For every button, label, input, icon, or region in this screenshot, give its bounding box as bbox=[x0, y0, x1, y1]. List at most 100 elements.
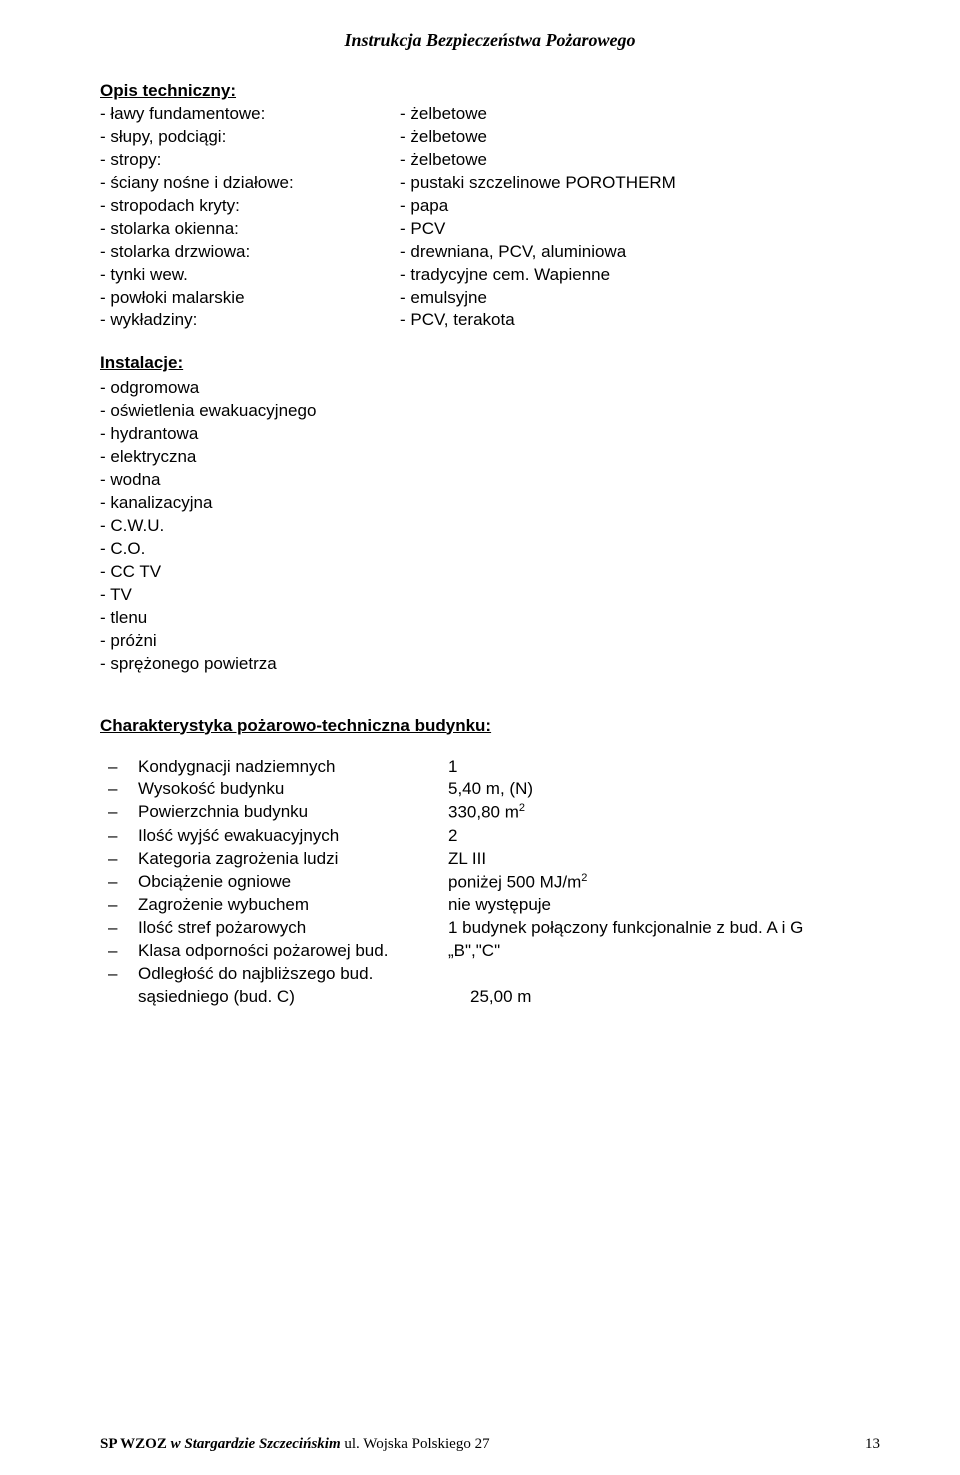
char-row-label: Zagrożenie wybuchem bbox=[138, 894, 448, 917]
char-row-label: Odległość do najbliższego bud. bbox=[138, 963, 448, 986]
char-row-dash: – bbox=[100, 756, 138, 779]
char-row-value: 330,80 m2 bbox=[448, 801, 880, 825]
char-row-dash: – bbox=[100, 801, 138, 825]
inst-item: - tlenu bbox=[100, 607, 880, 630]
inst-item: - sprężonego powietrza bbox=[100, 653, 880, 676]
char-row: –Obciążenie ognioweponiżej 500 MJ/m2 bbox=[100, 871, 880, 895]
char-row-label: Powierzchnia budynku bbox=[138, 801, 448, 825]
tech-row: - powłoki malarskie- emulsyjne bbox=[100, 287, 880, 310]
tech-row-left: - ściany nośne i działowe: bbox=[100, 172, 400, 195]
char-row-label: Obciążenie ogniowe bbox=[138, 871, 448, 895]
char-row-value: 2 bbox=[448, 825, 880, 848]
char-row-dash: – bbox=[100, 778, 138, 801]
inst-item: - C.W.U. bbox=[100, 515, 880, 538]
tech-row: - ławy fundamentowe:- żelbetowe bbox=[100, 103, 880, 126]
char-row: –Zagrożenie wybuchemnie występuje bbox=[100, 894, 880, 917]
char-row-dash: – bbox=[100, 894, 138, 917]
tech-row-right: - PCV bbox=[400, 218, 880, 241]
tech-row-right: - żelbetowe bbox=[400, 103, 880, 126]
tech-row: - ściany nośne i działowe:- pustaki szcz… bbox=[100, 172, 880, 195]
char-row-value: ZL III bbox=[448, 848, 880, 871]
footer-normal: ul. Wojska Polskiego 27 bbox=[341, 1436, 490, 1452]
char-row-value: 25,00 m bbox=[470, 986, 880, 1009]
inst-item: - C.O. bbox=[100, 538, 880, 561]
tech-row-left: - słupy, podciągi: bbox=[100, 126, 400, 149]
char-row-dash: – bbox=[100, 963, 138, 986]
tech-row: - stolarka drzwiowa:- drewniana, PCV, al… bbox=[100, 241, 880, 264]
char-row-label: Klasa odporności pożarowej bud. bbox=[138, 940, 448, 963]
char-row: –Odległość do najbliższego bud. bbox=[100, 963, 880, 986]
char-row-label: Kondygnacji nadziemnych bbox=[138, 756, 448, 779]
tech-row-left: - stolarka okienna: bbox=[100, 218, 400, 241]
char-row-value: 1 bbox=[448, 756, 880, 779]
char-row-dash: – bbox=[100, 825, 138, 848]
char-row-label: sąsiedniego (bud. C) bbox=[138, 986, 470, 1009]
char-row-label: Ilość stref pożarowych bbox=[138, 917, 448, 940]
page-header-title: Instrukcja Bezpieczeństwa Pożarowego bbox=[100, 30, 880, 51]
tech-row-left: - powłoki malarskie bbox=[100, 287, 400, 310]
tech-section-title: Opis techniczny: bbox=[100, 81, 880, 101]
tech-row-left: - wykładziny: bbox=[100, 309, 400, 332]
footer-left: SP WZOZ w Stargardzie Szczecińskim ul. W… bbox=[100, 1436, 490, 1453]
tech-row-right: - żelbetowe bbox=[400, 126, 880, 149]
char-row-value bbox=[448, 963, 880, 986]
tech-row-right: - PCV, terakota bbox=[400, 309, 880, 332]
tech-row-left: - ławy fundamentowe: bbox=[100, 103, 400, 126]
tech-row-right: - papa bbox=[400, 195, 880, 218]
tech-rows-container: - ławy fundamentowe:- żelbetowe- słupy, … bbox=[100, 103, 880, 332]
char-row-value: 1 budynek połączony funkcjonalnie z bud.… bbox=[448, 917, 880, 940]
tech-row: - tynki wew.- tradycyjne cem. Wapienne bbox=[100, 264, 880, 287]
tech-row: - wykładziny:- PCV, terakota bbox=[100, 309, 880, 332]
char-row-dash bbox=[100, 986, 138, 1009]
char-row-dash: – bbox=[100, 917, 138, 940]
footer-bold: SP WZOZ bbox=[100, 1436, 171, 1452]
inst-item: - CC TV bbox=[100, 561, 880, 584]
tech-row-right: - drewniana, PCV, aluminiowa bbox=[400, 241, 880, 264]
char-row-label: Kategoria zagrożenia ludzi bbox=[138, 848, 448, 871]
page-footer: SP WZOZ w Stargardzie Szczecińskim ul. W… bbox=[100, 1436, 880, 1453]
char-row: –Powierzchnia budynku330,80 m2 bbox=[100, 801, 880, 825]
char-row: –Klasa odporności pożarowej bud.„B","C" bbox=[100, 940, 880, 963]
inst-item: - odgromowa bbox=[100, 377, 880, 400]
tech-row-left: - stropodach kryty: bbox=[100, 195, 400, 218]
char-section-title: Charakterystyka pożarowo-techniczna budy… bbox=[100, 716, 880, 736]
inst-item: - elektryczna bbox=[100, 446, 880, 469]
char-row-value: poniżej 500 MJ/m2 bbox=[448, 871, 880, 895]
char-row-value: „B","C" bbox=[448, 940, 880, 963]
tech-row-right: - żelbetowe bbox=[400, 149, 880, 172]
char-row-value: nie występuje bbox=[448, 894, 880, 917]
tech-row-left: - tynki wew. bbox=[100, 264, 400, 287]
inst-item: - oświetlenia ewakuacyjnego bbox=[100, 400, 880, 423]
char-row: sąsiedniego (bud. C)25,00 m bbox=[100, 986, 880, 1009]
tech-row-right: - tradycyjne cem. Wapienne bbox=[400, 264, 880, 287]
char-row-dash: – bbox=[100, 848, 138, 871]
char-rows-container: –Kondygnacji nadziemnych1–Wysokość budyn… bbox=[100, 756, 880, 1010]
inst-item: - TV bbox=[100, 584, 880, 607]
inst-item: - próżni bbox=[100, 630, 880, 653]
char-row-label: Wysokość budynku bbox=[138, 778, 448, 801]
char-row-label: Ilość wyjść ewakuacyjnych bbox=[138, 825, 448, 848]
inst-section-title: Instalacje: bbox=[100, 352, 880, 375]
tech-row: - stolarka okienna:- PCV bbox=[100, 218, 880, 241]
tech-row: - stropodach kryty:- papa bbox=[100, 195, 880, 218]
tech-row-right: - pustaki szczelinowe POROTHERM bbox=[400, 172, 880, 195]
char-row: –Kondygnacji nadziemnych1 bbox=[100, 756, 880, 779]
tech-row: - słupy, podciągi:- żelbetowe bbox=[100, 126, 880, 149]
char-row: –Kategoria zagrożenia ludziZL III bbox=[100, 848, 880, 871]
char-row-dash: – bbox=[100, 871, 138, 895]
tech-row: - stropy:- żelbetowe bbox=[100, 149, 880, 172]
tech-row-left: - stropy: bbox=[100, 149, 400, 172]
inst-item: - hydrantowa bbox=[100, 423, 880, 446]
char-row-value: 5,40 m, (N) bbox=[448, 778, 880, 801]
footer-italic: w Stargardzie Szczecińskim bbox=[171, 1436, 341, 1452]
inst-item: - wodna bbox=[100, 469, 880, 492]
char-row-dash: – bbox=[100, 940, 138, 963]
inst-item: - kanalizacyjna bbox=[100, 492, 880, 515]
inst-items-container: - odgromowa- oświetlenia ewakuacyjnego- … bbox=[100, 377, 880, 675]
char-row-sup: 2 bbox=[581, 872, 587, 884]
char-row: –Ilość stref pożarowych1 budynek połączo… bbox=[100, 917, 880, 940]
tech-row-left: - stolarka drzwiowa: bbox=[100, 241, 400, 264]
char-row: –Ilość wyjść ewakuacyjnych2 bbox=[100, 825, 880, 848]
char-row-sup: 2 bbox=[519, 802, 525, 814]
footer-page-number: 13 bbox=[865, 1436, 880, 1453]
